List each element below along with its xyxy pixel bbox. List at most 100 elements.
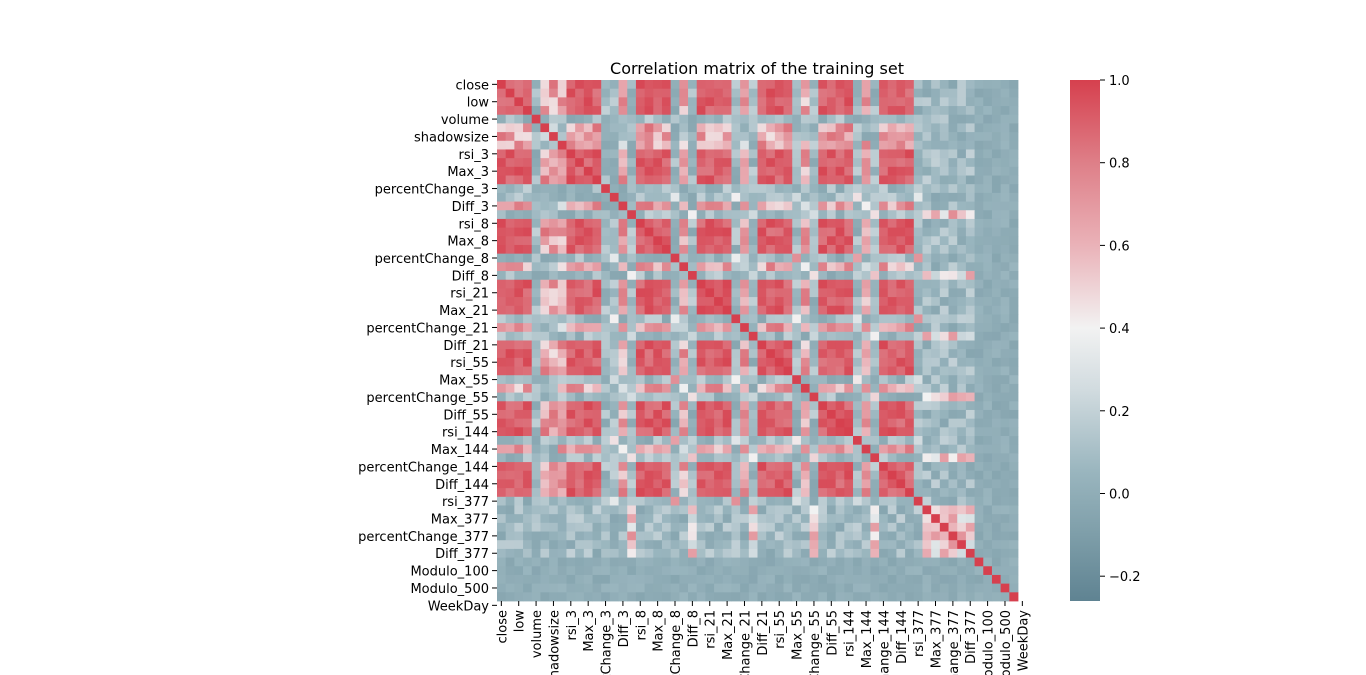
heatmap-cell bbox=[644, 479, 654, 489]
heatmap-cell bbox=[809, 323, 819, 333]
heatmap-cell bbox=[826, 323, 837, 333]
heatmap-cell bbox=[497, 592, 507, 602]
heatmap-cell bbox=[844, 297, 854, 307]
heatmap-cell bbox=[644, 244, 654, 255]
heatmap-cell bbox=[913, 158, 923, 168]
heatmap-cell bbox=[653, 201, 663, 211]
heatmap-cell bbox=[688, 140, 698, 150]
heatmap-cell bbox=[983, 548, 993, 558]
heatmap-cell bbox=[731, 123, 741, 133]
heatmap-cell bbox=[627, 514, 637, 524]
heatmap-cell bbox=[688, 366, 698, 376]
heatmap-cell bbox=[757, 418, 767, 428]
heatmap-cell bbox=[948, 314, 958, 324]
heatmap-cell bbox=[644, 227, 654, 237]
heatmap-cell bbox=[523, 592, 533, 602]
heatmap-cell bbox=[879, 132, 889, 142]
heatmap-cell bbox=[644, 566, 654, 576]
heatmap-cell bbox=[740, 505, 750, 515]
heatmap-cell bbox=[627, 166, 637, 176]
heatmap-cell bbox=[540, 106, 550, 116]
heatmap-cell bbox=[601, 227, 611, 237]
heatmap-cell bbox=[957, 279, 967, 289]
heatmap-cell bbox=[783, 583, 793, 593]
heatmap-cell bbox=[748, 323, 758, 333]
heatmap-cell bbox=[809, 444, 819, 454]
heatmap-cell bbox=[913, 436, 923, 446]
heatmap-cell bbox=[540, 409, 550, 420]
heatmap-cell bbox=[792, 279, 802, 289]
heatmap-cell bbox=[826, 149, 837, 159]
heatmap-cell bbox=[896, 401, 906, 411]
heatmap-cell bbox=[774, 505, 784, 515]
heatmap-cell bbox=[783, 349, 793, 359]
heatmap-cell bbox=[731, 253, 741, 263]
heatmap-cell bbox=[714, 305, 724, 315]
heatmap-cell bbox=[714, 383, 724, 393]
heatmap-cell bbox=[991, 140, 1002, 150]
heatmap-cell bbox=[740, 470, 750, 480]
heatmap-cell bbox=[627, 149, 637, 159]
heatmap-cell bbox=[705, 392, 715, 402]
heatmap-cell bbox=[635, 548, 646, 558]
heatmap-cell bbox=[688, 106, 698, 116]
heatmap-cell bbox=[931, 366, 941, 376]
heatmap-cell bbox=[844, 409, 854, 420]
heatmap-cell bbox=[905, 375, 915, 385]
heatmap-cell bbox=[549, 574, 559, 585]
heatmap-cell bbox=[497, 262, 507, 272]
heatmap-cell bbox=[879, 592, 889, 602]
heatmap-cell bbox=[566, 201, 576, 211]
heatmap-cell bbox=[939, 514, 949, 524]
heatmap-cell bbox=[826, 470, 837, 480]
heatmap-cell bbox=[618, 323, 628, 333]
heatmap-cell bbox=[696, 557, 706, 567]
heatmap-cell bbox=[601, 444, 611, 454]
heatmap-cell bbox=[826, 106, 837, 116]
heatmap-cell bbox=[957, 436, 967, 446]
heatmap-cell bbox=[983, 305, 993, 315]
heatmap-cell bbox=[661, 522, 672, 532]
heatmap-cell bbox=[644, 253, 654, 263]
heatmap-cell bbox=[627, 253, 637, 263]
heatmap-cell bbox=[497, 514, 507, 524]
heatmap-cell bbox=[557, 314, 567, 324]
heatmap-cell bbox=[905, 401, 915, 411]
heatmap-cell bbox=[783, 453, 793, 463]
heatmap-cell bbox=[601, 340, 611, 350]
heatmap-cell bbox=[948, 132, 958, 142]
heatmap-cell bbox=[497, 227, 507, 237]
heatmap-cell bbox=[514, 140, 524, 150]
heatmap-cell bbox=[965, 253, 975, 263]
heatmap-cell bbox=[974, 566, 984, 576]
heatmap-cell bbox=[991, 192, 1002, 202]
heatmap-cell bbox=[991, 349, 1002, 359]
heatmap-cell bbox=[922, 366, 932, 376]
heatmap-cell bbox=[991, 88, 1002, 98]
heatmap-cell bbox=[974, 418, 984, 428]
heatmap-cell bbox=[826, 253, 837, 263]
heatmap-cell bbox=[983, 288, 993, 298]
heatmap-cell bbox=[879, 505, 889, 515]
heatmap-cell bbox=[783, 401, 793, 411]
heatmap-cell bbox=[696, 262, 706, 272]
x-tick-label: low bbox=[513, 610, 528, 633]
heatmap-cell bbox=[818, 184, 828, 194]
heatmap-cell bbox=[661, 444, 672, 454]
heatmap-cell bbox=[722, 149, 732, 159]
heatmap-cell bbox=[818, 140, 828, 150]
heatmap-cell bbox=[826, 227, 837, 237]
heatmap-cell bbox=[1009, 366, 1019, 376]
heatmap-cell bbox=[957, 462, 967, 472]
heatmap-cell bbox=[505, 340, 515, 350]
heatmap-cell bbox=[757, 496, 767, 506]
heatmap-cell bbox=[783, 132, 793, 142]
heatmap-cell bbox=[844, 514, 854, 524]
heatmap-cell bbox=[757, 531, 767, 541]
heatmap-cell bbox=[679, 574, 689, 585]
heatmap-cell bbox=[714, 175, 724, 185]
heatmap-cell bbox=[601, 88, 611, 98]
heatmap-cell bbox=[861, 592, 871, 602]
heatmap-cell bbox=[661, 583, 672, 593]
heatmap-cell bbox=[887, 401, 897, 411]
